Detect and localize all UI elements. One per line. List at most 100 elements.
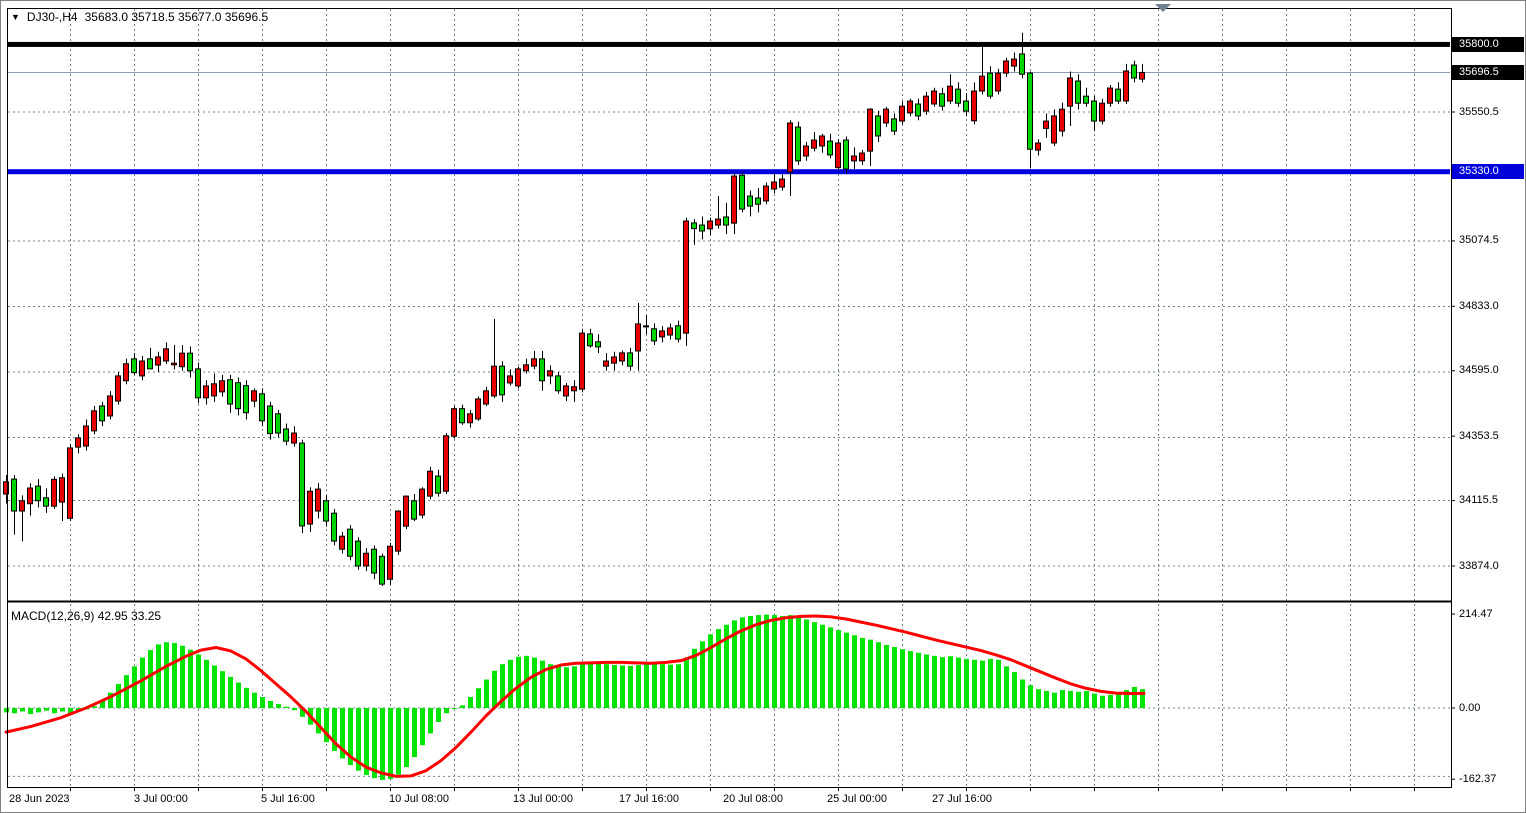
- macd-axis-label: 0.00: [1459, 701, 1481, 714]
- macd-bar: [236, 682, 241, 708]
- macd-bar: [124, 675, 129, 708]
- bull-candle: [163, 348, 169, 362]
- macd-bar: [820, 624, 825, 708]
- macd-bar: [356, 708, 361, 771]
- bear-candle: [43, 497, 49, 507]
- bear-candle: [723, 216, 729, 226]
- macd-bar: [452, 708, 457, 709]
- macd-bar: [500, 664, 505, 708]
- macd-bar: [684, 657, 689, 708]
- bull-candle: [91, 410, 97, 432]
- symbol-period-label: DJ30-,H4: [26, 10, 78, 24]
- bear-candle: [587, 333, 593, 347]
- bull-candle: [307, 490, 313, 525]
- macd-bar: [1012, 672, 1017, 708]
- macd-bar: [20, 708, 25, 712]
- macd-bar: [244, 687, 249, 708]
- macd-indicator-label: MACD(12,26,9) 42.95 33.25: [11, 609, 162, 623]
- price-axis-label: 34353.5: [1459, 429, 1499, 442]
- macd-bar: [516, 656, 521, 708]
- bull-candle: [115, 375, 121, 402]
- macd-bar: [668, 664, 673, 708]
- bull-candle: [395, 510, 401, 552]
- bull-candle: [3, 481, 9, 495]
- macd-bar: [1108, 694, 1113, 708]
- bull-candle: [123, 363, 129, 382]
- bear-candle: [963, 100, 969, 112]
- time-axis-label: 3 Jul 00:00: [134, 793, 188, 805]
- macd-bar: [292, 708, 297, 711]
- bear-candle: [1019, 53, 1025, 75]
- horizontal-level-line[interactable]: [8, 169, 1450, 175]
- bull-candle: [1011, 58, 1017, 67]
- macd-bar: [492, 670, 497, 708]
- macd-bar: [788, 615, 793, 708]
- bull-candle: [59, 477, 65, 503]
- bear-candle: [699, 224, 705, 232]
- macd-bar: [436, 708, 441, 723]
- bull-candle: [363, 552, 369, 567]
- macd-bar: [1100, 695, 1105, 708]
- macd-bar: [108, 692, 113, 708]
- price-axis-label: 35550.5: [1459, 105, 1499, 118]
- bull-candle: [731, 175, 737, 224]
- bull-candle: [635, 323, 641, 352]
- bear-candle: [843, 139, 849, 170]
- bull-candle: [603, 360, 609, 367]
- bear-candle: [915, 103, 921, 117]
- bull-candle: [779, 178, 785, 188]
- time-axis-label: 13 Jul 00:00: [513, 793, 573, 805]
- macd-bar: [1124, 690, 1129, 708]
- bull-candle: [467, 413, 473, 424]
- price-axis-label: 33874.0: [1459, 559, 1499, 572]
- time-axis-label: 5 Jul 16:00: [261, 793, 315, 805]
- macd-bar: [588, 662, 593, 708]
- time-axis-label: 17 Jul 16:00: [619, 793, 679, 805]
- macd-bar: [204, 659, 209, 708]
- macd-bar: [796, 616, 801, 708]
- bull-candle: [547, 370, 553, 377]
- macd-bar: [1036, 689, 1041, 708]
- bull-candle: [803, 145, 809, 157]
- macd-bar: [876, 642, 881, 708]
- bull-candle: [563, 385, 569, 397]
- macd-bar: [556, 665, 561, 708]
- macd-bar: [188, 649, 193, 708]
- bear-candle: [355, 540, 361, 567]
- bear-candle: [187, 352, 193, 372]
- macd-histogram-layer[interactable]: [4, 614, 1145, 780]
- macd-bar: [660, 664, 665, 708]
- macd-bar: [388, 708, 393, 780]
- bear-candle: [267, 405, 273, 435]
- horizontal-level-line[interactable]: [8, 41, 1450, 47]
- bear-candle: [131, 358, 137, 374]
- price-axis-label: 34115.5: [1459, 494, 1498, 507]
- bull-candle: [811, 139, 817, 149]
- macd-bar: [772, 615, 777, 708]
- macd-bar: [628, 665, 633, 708]
- bull-candle: [507, 375, 513, 384]
- macd-bar: [940, 657, 945, 708]
- bull-candle: [571, 386, 577, 392]
- bear-candle: [955, 88, 961, 104]
- macd-bar: [132, 666, 137, 708]
- bull-candle: [179, 352, 185, 368]
- bull-candle: [659, 330, 665, 338]
- macd-bar: [988, 658, 993, 708]
- bull-candle: [203, 385, 209, 399]
- macd-bar: [196, 654, 201, 708]
- macd-bar: [372, 708, 377, 779]
- bull-candle: [899, 105, 905, 122]
- bear-candle: [299, 442, 305, 527]
- bull-candle: [923, 95, 929, 112]
- bear-candle: [651, 328, 657, 342]
- macd-bar: [580, 664, 585, 708]
- bull-candle: [787, 122, 793, 173]
- candles-layer[interactable]: [3, 32, 1145, 587]
- bull-candle: [947, 85, 953, 102]
- macd-bar: [708, 634, 713, 708]
- symbol-dropdown-icon[interactable]: ▼: [11, 12, 20, 22]
- macd-bar: [724, 624, 729, 708]
- bear-candle: [755, 197, 761, 205]
